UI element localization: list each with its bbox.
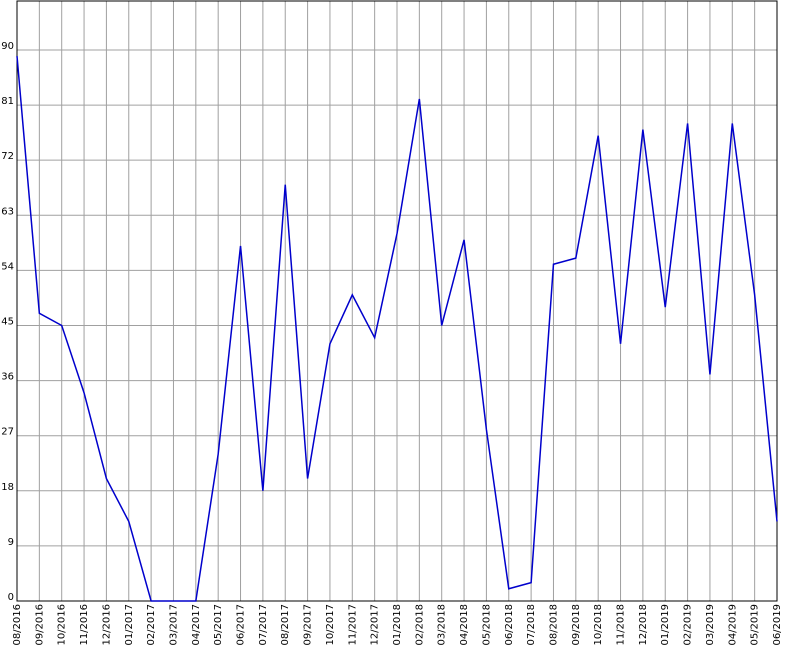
y-tick-label: 63: [1, 206, 14, 217]
x-tick-label: 02/2017: [146, 604, 157, 646]
y-tick-label: 54: [1, 261, 14, 272]
x-tick-label: 06/2019: [772, 604, 783, 646]
y-tick-label: 27: [1, 427, 14, 438]
y-tick-label: 0: [8, 592, 14, 603]
x-tick-label: 11/2018: [616, 604, 627, 646]
x-tick-label: 04/2019: [727, 604, 738, 646]
x-tick-label: 12/2016: [101, 604, 112, 646]
x-tick-label: 10/2016: [57, 604, 68, 646]
x-tick-label: 06/2018: [504, 604, 515, 646]
x-tick-label: 01/2018: [392, 604, 403, 646]
x-tick-label: 09/2016: [34, 604, 45, 646]
x-tick-label: 01/2017: [124, 604, 135, 646]
x-tick-label: 10/2017: [325, 604, 336, 646]
x-tick-label: 08/2018: [548, 604, 559, 646]
x-tick-label: 05/2018: [481, 604, 492, 646]
x-tick-label: 11/2016: [79, 604, 90, 646]
x-tick-label: 02/2018: [414, 604, 425, 646]
y-tick-label: 81: [1, 96, 14, 107]
data-line: [16, 56, 778, 602]
x-tick-label: 04/2017: [191, 604, 202, 646]
x-tick-label: 03/2019: [705, 604, 716, 646]
x-tick-label: 10/2018: [593, 604, 604, 646]
x-tick-label: 03/2017: [168, 604, 179, 646]
y-tick-label: 18: [1, 482, 14, 493]
x-tick-label: 07/2017: [258, 604, 269, 646]
plot-frame: [16, 0, 778, 602]
y-tick-label: 36: [1, 372, 14, 383]
y-tick-label: 9: [8, 537, 14, 548]
x-tick-label: 05/2019: [750, 604, 761, 646]
x-tick-label: 12/2018: [638, 604, 649, 646]
x-tick-label: 05/2017: [213, 604, 224, 646]
x-tick-label: 04/2018: [459, 604, 470, 646]
x-tick-label: 12/2017: [370, 604, 381, 646]
x-tick-label: 11/2017: [347, 604, 358, 646]
x-tick-label: 09/2018: [571, 604, 582, 646]
x-tick-label: 06/2017: [236, 604, 247, 646]
y-tick-label: 45: [1, 316, 14, 327]
x-tick-label: 01/2019: [660, 604, 671, 646]
y-tick-label: 72: [1, 151, 14, 162]
y-tick-label: 90: [1, 41, 14, 52]
x-tick-label: 02/2019: [683, 604, 694, 646]
x-tick-label: 07/2018: [526, 604, 537, 646]
x-tick-label: 08/2017: [280, 604, 291, 646]
x-tick-label: 09/2017: [303, 604, 314, 646]
x-tick-label: 03/2018: [437, 604, 448, 646]
x-tick-label: 08/2016: [12, 604, 23, 646]
